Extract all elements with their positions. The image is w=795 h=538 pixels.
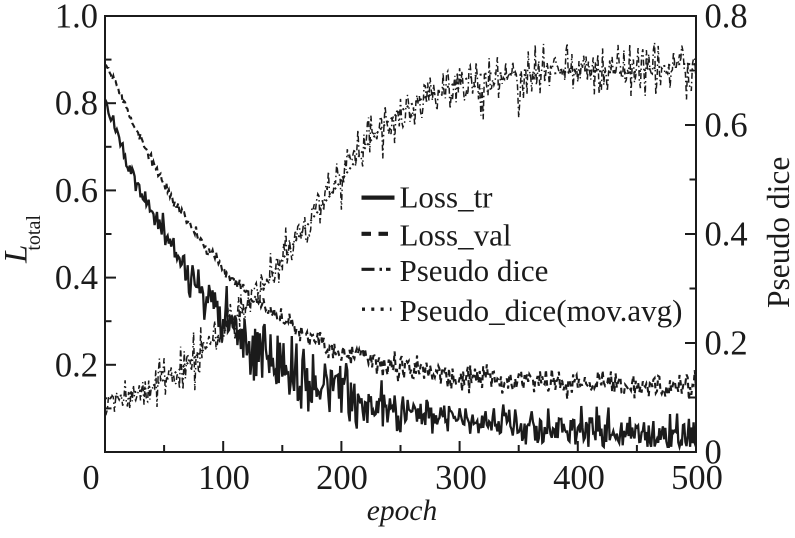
- svg-text:0.8: 0.8: [55, 85, 98, 123]
- svg-text:Pseudo_dice(mov.avg): Pseudo_dice(mov.avg): [400, 293, 683, 328]
- svg-text:500: 500: [671, 459, 723, 497]
- svg-text:0.2: 0.2: [55, 346, 98, 384]
- svg-text:300: 300: [435, 459, 487, 497]
- svg-text:Pseudo dice: Pseudo dice: [400, 253, 549, 288]
- svg-text:0.6: 0.6: [55, 172, 98, 210]
- svg-text:0.2: 0.2: [705, 325, 748, 363]
- svg-text:200: 200: [316, 459, 368, 497]
- svg-text:400: 400: [553, 459, 605, 497]
- svg-text:epoch: epoch: [367, 495, 437, 527]
- svg-text:1.0: 1.0: [55, 0, 98, 36]
- svg-text:0.6: 0.6: [705, 107, 748, 145]
- svg-text:100: 100: [198, 459, 250, 497]
- svg-text:Loss_val: Loss_val: [400, 218, 512, 253]
- svg-text:0: 0: [705, 434, 722, 472]
- svg-text:Loss_tr: Loss_tr: [400, 180, 494, 215]
- svg-text:0.4: 0.4: [55, 259, 98, 297]
- svg-text:0: 0: [82, 459, 99, 497]
- svg-text:0.8: 0.8: [705, 0, 748, 36]
- svg-text:0.4: 0.4: [705, 216, 748, 254]
- svg-text:Pseudo dice: Pseudo dice: [761, 157, 795, 308]
